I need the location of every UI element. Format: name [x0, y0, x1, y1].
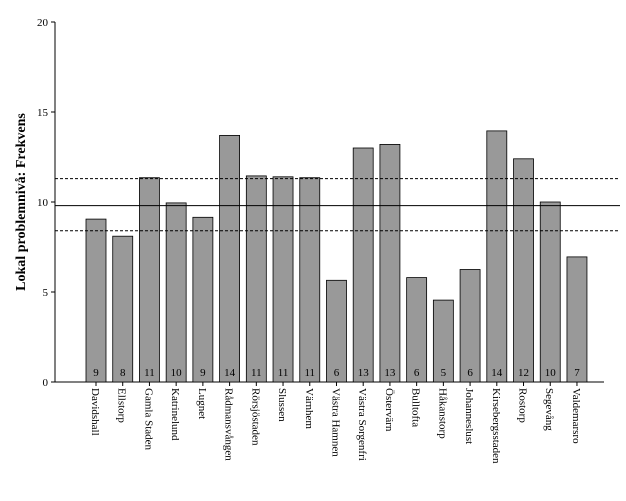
x-tick-label: Rådmansvången [223, 388, 235, 461]
value-label: 6 [334, 367, 340, 379]
x-tick-label: Valdemarsro [570, 388, 582, 444]
bar [165, 202, 187, 383]
x-tick-label: Rörsjöstaden [249, 388, 261, 446]
value-label: 11 [144, 367, 155, 379]
value-label: 9 [93, 367, 99, 379]
x-tick-label: Segevång [543, 388, 555, 431]
value-label: 8 [120, 367, 126, 379]
value-label: 5 [441, 367, 447, 379]
x-tick-label: Västra Sorgenfri [356, 388, 368, 461]
value-label: 6 [414, 367, 420, 379]
value-label: 6 [467, 367, 473, 379]
bar [486, 130, 508, 383]
x-tick-label: Rostorp [517, 388, 529, 423]
x-tick-label: Gamla Staden [142, 388, 154, 451]
bar [139, 177, 160, 383]
bar [219, 134, 241, 383]
x-tick-label: Katrinelund [169, 388, 181, 441]
x-tick-label: Håkanstorp [436, 388, 448, 439]
value-label: 13 [384, 367, 396, 379]
x-tick-label: Davidshall [89, 388, 101, 436]
x-tick-label: Värnhem [303, 388, 315, 429]
value-label: 14 [491, 367, 503, 379]
y-tick-label: 20 [37, 17, 49, 29]
value-label: 13 [358, 367, 370, 379]
bar [513, 158, 534, 383]
x-tick-label: Kirsebergsstaden [490, 388, 502, 464]
y-tick-label: 15 [37, 107, 49, 119]
bar [539, 201, 561, 383]
y-tick-label: 5 [43, 287, 49, 299]
bar [85, 218, 107, 383]
x-tick-label: Slussen [276, 388, 288, 422]
bar [112, 235, 134, 383]
x-tick-label: Ellstorp [116, 388, 128, 423]
y-axis-title: Lokal problemnivå: Frekvens [14, 113, 29, 291]
value-label: 14 [224, 367, 236, 379]
bar [459, 269, 481, 383]
value-label: 10 [171, 367, 183, 379]
bar [192, 216, 214, 383]
y-tick-label: 0 [43, 377, 49, 389]
bar [352, 147, 374, 383]
bar [379, 143, 401, 383]
value-label: 11 [251, 367, 262, 379]
x-tick-label: Bulltofta [410, 388, 422, 427]
bar [245, 175, 267, 383]
value-label: 11 [278, 367, 289, 379]
value-label: 10 [545, 367, 557, 379]
value-label: 12 [518, 367, 529, 379]
x-tick-label: Östervärn [383, 388, 395, 432]
x-tick-label: Västra Hamnen [329, 388, 341, 457]
bar [272, 176, 294, 383]
bar [299, 177, 321, 383]
value-label: 7 [574, 367, 580, 379]
x-tick-label: Lugnet [196, 388, 208, 419]
value-label: 11 [304, 367, 315, 379]
value-label: 9 [200, 367, 206, 379]
bar [566, 256, 588, 383]
y-tick-label: 10 [37, 197, 49, 209]
x-tick-label: Johanneslust [463, 388, 475, 444]
